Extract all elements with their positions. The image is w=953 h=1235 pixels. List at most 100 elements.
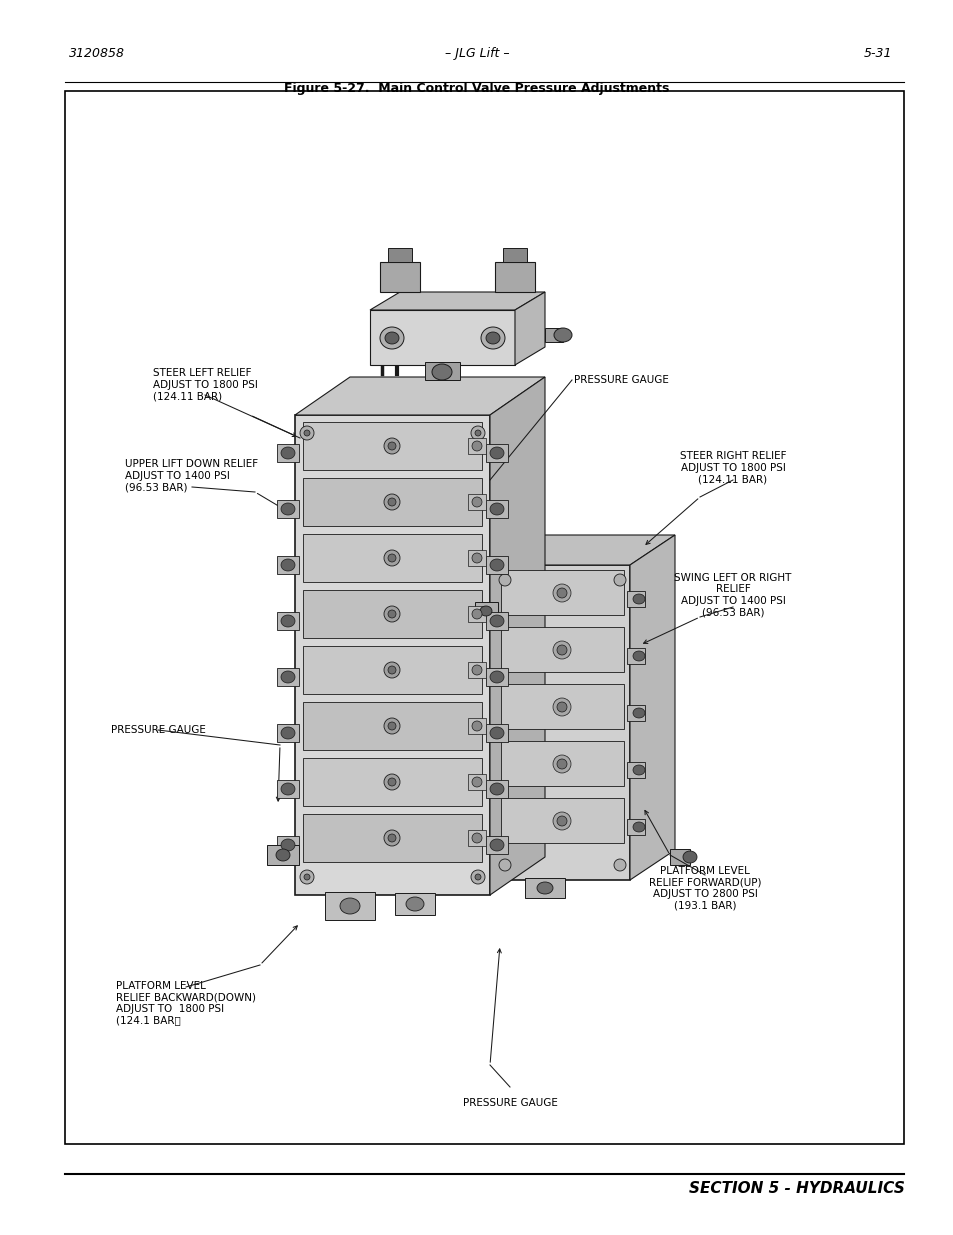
Ellipse shape bbox=[475, 430, 480, 436]
Ellipse shape bbox=[682, 851, 697, 863]
Polygon shape bbox=[629, 535, 675, 881]
Bar bbox=[325, 892, 375, 920]
Ellipse shape bbox=[471, 869, 484, 884]
Ellipse shape bbox=[339, 898, 359, 914]
Ellipse shape bbox=[384, 830, 399, 846]
Bar bbox=[303, 646, 481, 694]
Ellipse shape bbox=[498, 574, 511, 585]
Bar bbox=[502, 248, 526, 262]
Bar bbox=[468, 494, 485, 510]
Ellipse shape bbox=[384, 718, 399, 734]
Ellipse shape bbox=[490, 671, 503, 683]
Text: SWING LEFT OR RIGHT
RELIEF
ADJUST TO 1400 PSI
(96.53 BAR): SWING LEFT OR RIGHT RELIEF ADJUST TO 140… bbox=[674, 573, 791, 618]
Bar bbox=[626, 592, 644, 606]
Ellipse shape bbox=[557, 816, 566, 826]
Bar bbox=[485, 613, 507, 630]
Ellipse shape bbox=[388, 498, 395, 506]
Text: 5-31: 5-31 bbox=[862, 47, 891, 59]
Text: Figure 5-27.  Main Control Valve Pressure Adjustments: Figure 5-27. Main Control Valve Pressure… bbox=[284, 83, 669, 95]
Bar bbox=[303, 590, 481, 638]
Ellipse shape bbox=[281, 615, 294, 627]
Ellipse shape bbox=[388, 722, 395, 730]
Ellipse shape bbox=[304, 430, 310, 436]
Ellipse shape bbox=[388, 610, 395, 618]
Ellipse shape bbox=[475, 874, 480, 881]
Ellipse shape bbox=[275, 848, 290, 861]
Text: STEER LEFT RELIEF
ADJUST TO 1800 PSI
(124.11 BAR): STEER LEFT RELIEF ADJUST TO 1800 PSI (12… bbox=[152, 368, 257, 401]
Ellipse shape bbox=[490, 839, 503, 851]
Ellipse shape bbox=[553, 641, 571, 659]
Ellipse shape bbox=[557, 701, 566, 713]
Ellipse shape bbox=[281, 783, 294, 795]
Bar bbox=[267, 845, 298, 864]
Ellipse shape bbox=[557, 645, 566, 655]
Ellipse shape bbox=[384, 606, 399, 622]
Ellipse shape bbox=[498, 860, 511, 871]
Ellipse shape bbox=[490, 559, 503, 571]
Ellipse shape bbox=[384, 662, 399, 678]
Bar bbox=[500, 741, 623, 785]
Bar bbox=[524, 878, 564, 898]
Bar bbox=[485, 781, 507, 798]
Polygon shape bbox=[370, 291, 544, 310]
Text: PRESSURE GAUGE: PRESSURE GAUGE bbox=[574, 375, 668, 385]
Ellipse shape bbox=[480, 327, 504, 350]
Bar bbox=[500, 798, 623, 844]
Text: PRESSURE GAUGE: PRESSURE GAUGE bbox=[462, 1098, 557, 1108]
Ellipse shape bbox=[388, 442, 395, 450]
Bar bbox=[294, 415, 490, 895]
Bar bbox=[276, 836, 298, 853]
Ellipse shape bbox=[388, 666, 395, 674]
Bar bbox=[544, 329, 562, 342]
Bar bbox=[485, 836, 507, 853]
Ellipse shape bbox=[281, 839, 294, 851]
Text: OPTIONAL 4 W/S VALVE
STEER PRESSURE
ADJUST TO 2500 psi
(172.4 Bar): OPTIONAL 4 W/S VALVE STEER PRESSURE ADJU… bbox=[391, 395, 518, 440]
Bar bbox=[468, 438, 485, 454]
Ellipse shape bbox=[633, 764, 644, 776]
Bar bbox=[626, 648, 644, 664]
Bar bbox=[468, 550, 485, 566]
Bar bbox=[276, 668, 298, 685]
Bar bbox=[495, 262, 535, 291]
Ellipse shape bbox=[281, 447, 294, 459]
Bar bbox=[395, 893, 435, 915]
Ellipse shape bbox=[384, 550, 399, 566]
Ellipse shape bbox=[472, 777, 481, 787]
Ellipse shape bbox=[388, 778, 395, 785]
Bar bbox=[276, 500, 298, 517]
Text: PRESSURE GAUGE: PRESSURE GAUGE bbox=[111, 725, 205, 735]
Bar bbox=[468, 774, 485, 790]
Bar bbox=[468, 662, 485, 678]
Bar bbox=[500, 627, 623, 672]
Ellipse shape bbox=[490, 783, 503, 795]
Ellipse shape bbox=[385, 332, 398, 345]
Bar bbox=[485, 724, 507, 742]
Ellipse shape bbox=[537, 882, 553, 894]
Ellipse shape bbox=[557, 760, 566, 769]
Ellipse shape bbox=[633, 651, 644, 661]
Bar bbox=[468, 718, 485, 734]
Bar bbox=[424, 362, 459, 380]
Ellipse shape bbox=[490, 503, 503, 515]
Bar bbox=[65, 91, 903, 1144]
Ellipse shape bbox=[472, 496, 481, 508]
Text: STEER RIGHT RELIEF
ADJUST TO 1800 PSI
(124.11 BAR): STEER RIGHT RELIEF ADJUST TO 1800 PSI (1… bbox=[679, 452, 785, 484]
Ellipse shape bbox=[281, 559, 294, 571]
Ellipse shape bbox=[553, 755, 571, 773]
Polygon shape bbox=[294, 377, 544, 415]
Bar bbox=[276, 613, 298, 630]
Polygon shape bbox=[490, 377, 544, 895]
Bar bbox=[303, 422, 481, 471]
Ellipse shape bbox=[553, 698, 571, 716]
Bar bbox=[303, 534, 481, 582]
Ellipse shape bbox=[554, 329, 572, 342]
Bar bbox=[303, 701, 481, 750]
Ellipse shape bbox=[472, 609, 481, 619]
Bar bbox=[485, 556, 507, 574]
Ellipse shape bbox=[304, 874, 310, 881]
Ellipse shape bbox=[281, 671, 294, 683]
Bar bbox=[626, 819, 644, 835]
Text: SECTION 5 - HYDRAULICS: SECTION 5 - HYDRAULICS bbox=[688, 1181, 903, 1195]
Polygon shape bbox=[495, 535, 675, 564]
Ellipse shape bbox=[633, 708, 644, 718]
